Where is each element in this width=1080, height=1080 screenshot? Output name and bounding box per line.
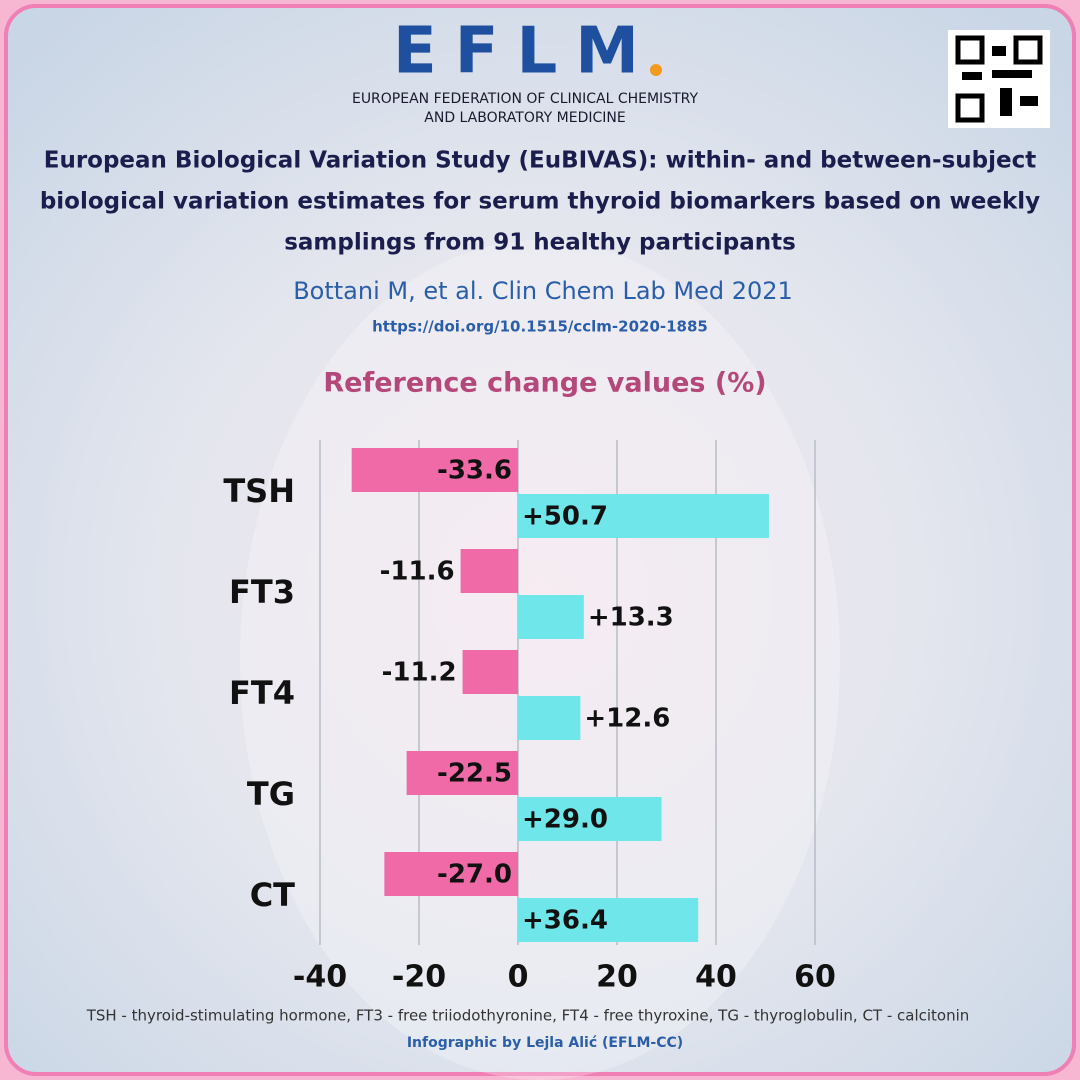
qr-code: [948, 30, 1050, 128]
x-tick-label: -20: [392, 960, 446, 995]
value-label: +12.6: [584, 704, 670, 734]
bar: [518, 696, 581, 740]
citation: Bottani M, et al. Clin Chem Lab Med 2021: [293, 277, 793, 305]
bar: [518, 595, 584, 639]
article-title: biological variation estimates for serum…: [40, 189, 1040, 215]
x-tick-label: -40: [293, 960, 347, 995]
value-label: -11.6: [380, 557, 455, 587]
organization: AND LABORATORY MEDICINE: [424, 110, 625, 126]
x-tick-label: 60: [794, 960, 836, 995]
y-tick-label: FT4: [229, 674, 295, 712]
value-label: +29.0: [522, 805, 608, 835]
logo-dot: [650, 64, 662, 76]
x-tick-label: 0: [508, 960, 529, 995]
organization: EUROPEAN FEDERATION OF CLINICAL CHEMISTR…: [352, 91, 698, 107]
bar: [406, 751, 518, 795]
value-label: +50.7: [522, 502, 608, 532]
x-tick-label: 40: [695, 960, 737, 995]
background: [4, 4, 1076, 1076]
bar: [518, 797, 662, 841]
x-tick-label: 20: [596, 960, 638, 995]
bar: [518, 494, 769, 538]
article-title: European Biological Variation Study (EuB…: [44, 148, 1037, 174]
y-tick-label: CT: [250, 876, 295, 914]
value-label: -11.2: [382, 658, 457, 688]
value-label: -27.0: [437, 860, 512, 890]
bar: [460, 549, 518, 593]
chart-title: Reference change values (%): [323, 368, 766, 399]
neck-silhouette: [240, 240, 840, 1080]
value-label: +13.3: [588, 603, 674, 633]
bar: [462, 650, 518, 694]
y-tick-label: FT3: [229, 573, 295, 611]
bar: [351, 448, 518, 492]
logo: EFLM: [393, 15, 657, 89]
doi: https://doi.org/10.1515/cclm-2020-1885: [372, 318, 708, 336]
bar: [518, 898, 699, 942]
value-label: -22.5: [437, 759, 512, 789]
footnote: TSH - thyroid-stimulating hormone, FT3 -…: [86, 1007, 970, 1025]
credit: Infographic by Lejla Alić (EFLM-CC): [407, 1035, 683, 1051]
value-label: +36.4: [522, 906, 608, 936]
value-label: -33.6: [437, 456, 512, 486]
bar: [384, 852, 518, 896]
y-tick-label: TG: [247, 775, 295, 813]
y-tick-label: TSH: [223, 472, 295, 510]
plot: -40 -20 0 20 40 60 TSH FT3 FT4 TG CT -33.6 -11.6 -11.…: [223, 440, 836, 995]
article-title: samplings from 91 healthy participants: [284, 230, 796, 256]
